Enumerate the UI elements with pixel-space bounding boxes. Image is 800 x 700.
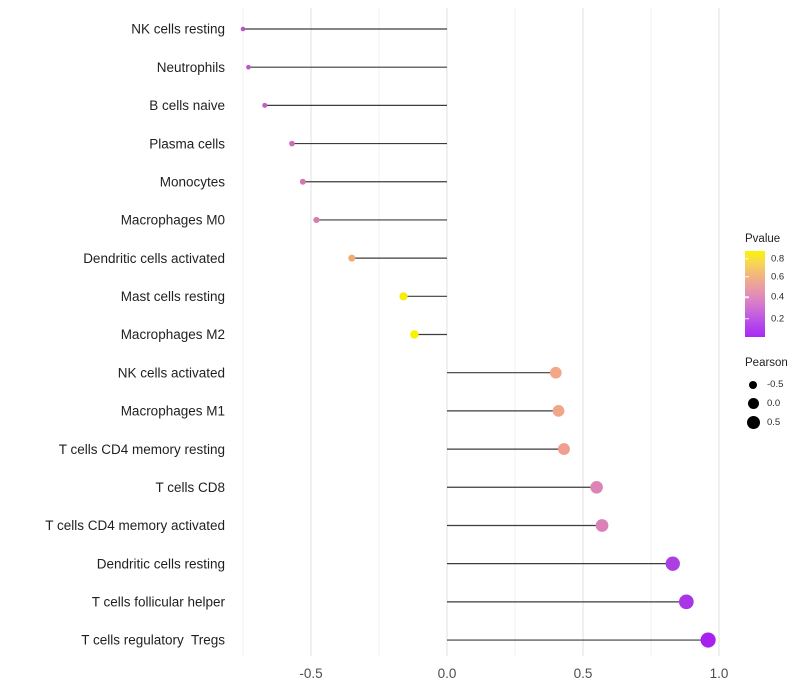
dot — [552, 405, 565, 417]
category-label: T cells CD8 — [155, 480, 225, 495]
pvalue-color-legend: Pvalue 0.8 0.6 0.4 0.2 — [745, 233, 800, 337]
pvalue-colorbar-tick — [745, 296, 749, 299]
pvalue-tick-label: 0.8 — [771, 253, 785, 265]
pearson-legend-label: 0.0 — [767, 398, 781, 409]
pvalue-tick-label: 0.4 — [771, 291, 785, 303]
pearson-legend-entry: -0.5 — [745, 375, 800, 394]
pearson-legend-label: 0.5 — [767, 417, 781, 428]
pvalue-colorbar — [745, 251, 765, 337]
category-label: T cells CD4 memory activated — [45, 518, 225, 533]
pearson-legend-label: -0.5 — [767, 379, 784, 390]
dot — [262, 102, 268, 108]
pvalue-tick-label: 0.2 — [771, 313, 785, 325]
pvalue-colorbar-tick — [745, 276, 749, 278]
category-label: T cells follicular helper — [92, 595, 226, 610]
category-label: NK cells activated — [118, 365, 225, 380]
pearson-size-legend: Pearson -0.5 0.0 0.5 — [745, 357, 800, 432]
dot — [299, 178, 306, 185]
pvalue-tick-label: 0.6 — [771, 271, 785, 283]
x-axis-tick-label: 0.5 — [574, 666, 593, 681]
category-label: Dendritic cells resting — [97, 556, 225, 571]
pearson-legend-entry: 0.0 — [745, 394, 800, 413]
dot — [558, 443, 570, 456]
pearson-legend-entries: -0.5 0.0 0.5 — [745, 375, 800, 432]
dot — [595, 519, 609, 532]
dot — [399, 292, 408, 301]
category-label: T cells regulatory Tregs — [81, 633, 225, 648]
dot — [313, 216, 320, 224]
dot — [348, 254, 356, 262]
dot — [665, 556, 680, 571]
category-label: Macrophages M0 — [121, 213, 225, 228]
category-label: B cells naive — [149, 98, 225, 113]
category-label: Mast cells resting — [121, 289, 225, 304]
pvalue-colorbar-tick — [745, 318, 749, 320]
category-label: Macrophages M1 — [121, 404, 225, 419]
pvalue-colorbar-tick — [745, 257, 749, 260]
category-label: Neutrophils — [157, 60, 226, 75]
pearson-legend-dot-cell — [745, 380, 761, 389]
pearson-legend-entry: 0.5 — [745, 413, 800, 432]
category-label: Dendritic cells activated — [83, 251, 225, 266]
pvalue-colorbar-wrap: 0.8 0.6 0.4 0.2 — [745, 251, 800, 337]
pearson-legend-dot-cell — [745, 416, 761, 429]
pearson-legend-dot-cell — [745, 398, 761, 409]
dot — [240, 26, 246, 32]
dot — [246, 64, 251, 70]
pearson-legend-dot — [747, 398, 759, 409]
dot — [679, 594, 694, 610]
pvalue-legend-title: Pvalue — [745, 233, 781, 245]
pearson-legend-title: Pearson — [745, 357, 788, 369]
x-axis-tick-label: 0.0 — [438, 666, 457, 681]
dot — [410, 330, 419, 339]
x-axis-tick-label: 1.0 — [710, 666, 729, 681]
category-label: Monocytes — [160, 174, 226, 189]
dot — [289, 140, 295, 147]
dot — [700, 632, 716, 648]
category-label: Plasma cells — [149, 136, 225, 151]
pearson-legend-dot — [749, 380, 757, 389]
category-label: T cells CD4 memory resting — [59, 442, 225, 457]
x-axis-tick-label: -0.5 — [299, 666, 322, 681]
pearson-legend-dot — [746, 416, 760, 429]
dot — [590, 480, 603, 494]
dot — [549, 366, 562, 379]
category-label: Macrophages M2 — [121, 327, 225, 342]
category-label: NK cells resting — [131, 22, 225, 37]
